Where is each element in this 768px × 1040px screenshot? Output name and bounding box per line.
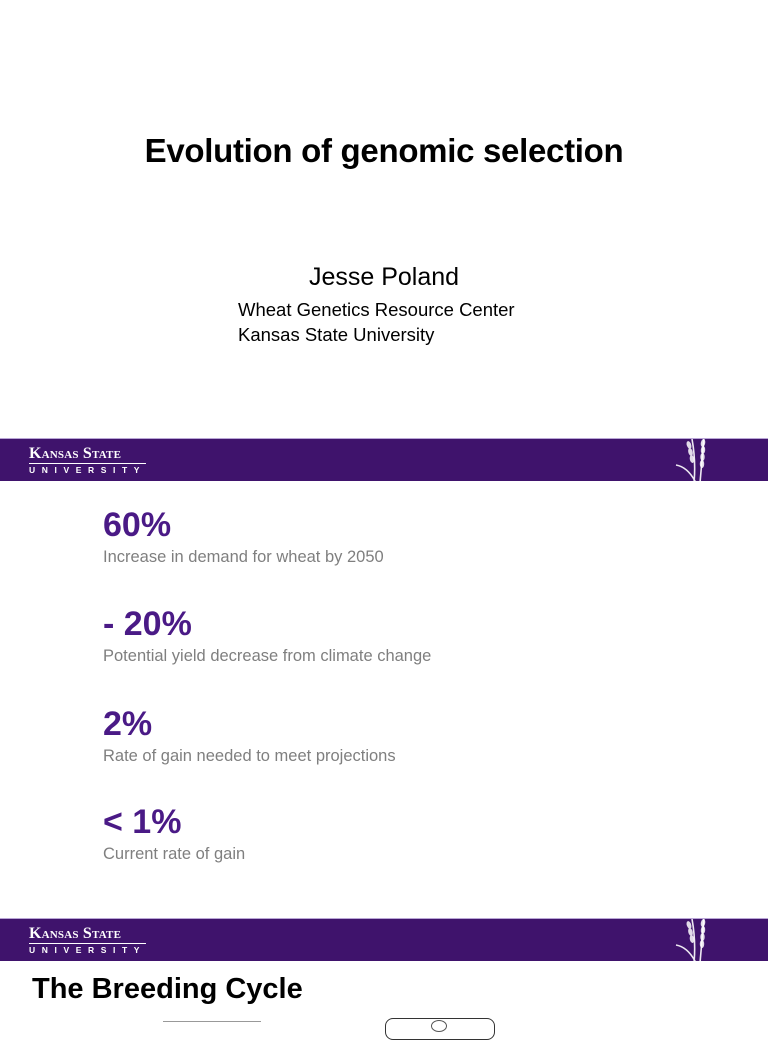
diagram-shape xyxy=(163,1021,261,1025)
affiliation-line: Wheat Genetics Resource Center xyxy=(238,299,515,320)
stat-item: < 1% Current rate of gain xyxy=(103,802,245,865)
title-slide: Evolution of genomic selection Jesse Pol… xyxy=(0,0,768,438)
wheat-icon xyxy=(675,439,706,481)
author-name: Jesse Poland xyxy=(308,263,460,291)
stat-label: Increase in demand for wheat by 2050 xyxy=(103,548,384,566)
stat-item: - 20% Potential yield decrease from clim… xyxy=(103,604,431,667)
wheat-icon xyxy=(675,919,706,961)
stats-slide: 60% Increase in demand for wheat by 2050… xyxy=(0,481,768,918)
logo-subtitle: UNIVERSITY xyxy=(29,465,147,475)
ksu-logo: Kansas State UNIVERSITY xyxy=(29,445,147,476)
logo-name: Kansas State xyxy=(29,925,147,944)
stat-value: 60% xyxy=(103,506,172,544)
stat-label: Current rate of gain xyxy=(103,845,246,863)
ksu-header-band: Kansas State UNIVERSITY xyxy=(0,438,768,481)
stat-item: 2% Rate of gain needed to meet projectio… xyxy=(103,704,396,767)
logo-name: Kansas State xyxy=(29,445,147,464)
slide-title: The Breeding Cycle xyxy=(32,973,303,1005)
diagram-circle xyxy=(431,1020,447,1032)
logo-subtitle: UNIVERSITY xyxy=(29,945,147,955)
presentation-title: Evolution of genomic selection xyxy=(144,132,624,169)
diagram-box xyxy=(385,1018,495,1040)
affiliation-line: Kansas State University xyxy=(238,324,435,345)
stat-value: - 20% xyxy=(103,605,192,643)
stat-label: Potential yield decrease from climate ch… xyxy=(103,647,432,665)
stat-value: 2% xyxy=(103,705,153,743)
stat-item: 60% Increase in demand for wheat by 2050 xyxy=(103,505,384,568)
stat-value: < 1% xyxy=(103,803,182,841)
ksu-header-band: Kansas State UNIVERSITY xyxy=(0,918,768,961)
ksu-logo: Kansas State UNIVERSITY xyxy=(29,925,147,956)
stat-label: Rate of gain needed to meet projections xyxy=(103,747,396,765)
